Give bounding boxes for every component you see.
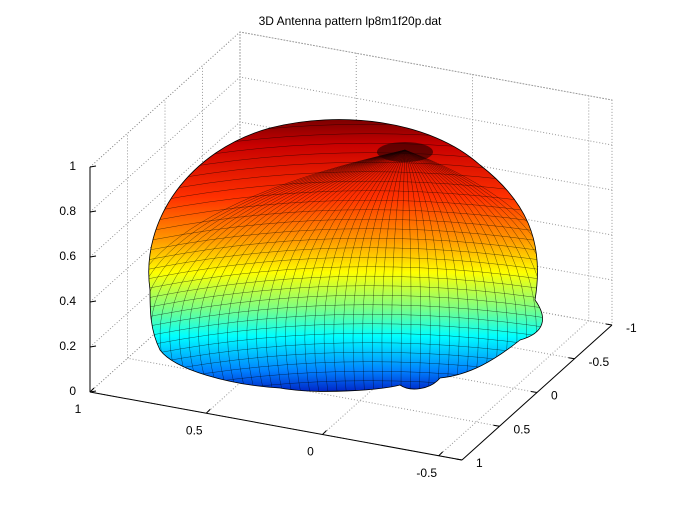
mesh-line <box>391 149 406 392</box>
mesh-line <box>179 149 406 392</box>
y-tick-label: -1 <box>626 321 637 335</box>
mesh-line <box>404 149 479 392</box>
mesh-line <box>275 149 406 392</box>
mesh-line <box>323 149 406 392</box>
mesh-line <box>208 149 406 392</box>
z-tick-label: 0.8 <box>59 204 76 218</box>
mesh-line <box>148 190 543 217</box>
x-axis <box>89 391 463 461</box>
x-tick-label: 0 <box>307 445 314 459</box>
mesh-line <box>148 285 543 312</box>
mesh-line <box>256 149 406 392</box>
mesh-line <box>404 149 460 392</box>
y-tick-label: 0.5 <box>514 422 531 436</box>
mesh-line <box>400 149 406 392</box>
mesh-line <box>362 149 406 392</box>
y-tick-label: 0 <box>551 389 558 403</box>
mesh-line <box>343 149 406 392</box>
mesh-line <box>404 149 470 392</box>
mesh-line <box>404 149 412 392</box>
mesh-line <box>333 149 406 392</box>
mesh-line <box>404 149 450 392</box>
mesh-line <box>148 304 543 331</box>
mesh-line <box>404 149 441 392</box>
mesh-line <box>148 237 543 264</box>
z-tick <box>89 345 97 348</box>
x-tick-label: -0.5 <box>416 466 437 480</box>
y-tick <box>455 458 463 461</box>
mesh-line <box>227 149 406 392</box>
mesh-line <box>404 149 543 392</box>
mesh-line <box>148 389 543 392</box>
mesh-line <box>265 149 406 392</box>
mesh-line <box>217 149 406 392</box>
mesh-line <box>148 180 543 207</box>
mesh-line <box>148 218 543 245</box>
mesh-line <box>148 149 406 392</box>
z-tick-label: 0 <box>69 384 76 398</box>
mesh-line <box>148 149 406 392</box>
x-tick-label: 0.5 <box>186 423 203 437</box>
mesh-line <box>404 149 543 392</box>
mesh-line <box>352 149 406 392</box>
z-tick <box>89 255 97 258</box>
mesh-line <box>237 149 406 392</box>
y-tick-label: -0.5 <box>589 355 610 369</box>
mesh-line <box>148 275 543 302</box>
mesh-line <box>198 149 406 392</box>
mesh-line <box>148 149 406 392</box>
mesh-line <box>404 149 421 392</box>
z-tick <box>89 300 97 303</box>
mesh-line <box>148 323 543 350</box>
chart-title: 3D Antenna pattern lp8m1f20p.dat <box>259 14 442 28</box>
surface-outline <box>148 119 543 392</box>
mesh-line <box>246 149 406 392</box>
x-tick <box>205 408 211 414</box>
y-tick <box>493 424 500 427</box>
axes: 0 0.2 0.4 0.6 0.8 1 1 0.5 0 -0.5 1 0.5 0 -0.5 -1 <box>59 159 637 480</box>
mesh-line <box>148 247 543 274</box>
mesh-line <box>372 149 406 392</box>
y-tick <box>605 323 613 326</box>
z-tick <box>89 390 97 393</box>
mesh-line <box>285 149 406 392</box>
mesh-line <box>148 266 543 293</box>
x-tick <box>322 430 327 435</box>
x-tick <box>438 451 444 457</box>
mesh-line <box>148 313 543 340</box>
mesh-line <box>404 149 543 392</box>
mesh-line <box>404 149 431 392</box>
surface <box>148 119 543 392</box>
mesh-line <box>148 342 543 369</box>
mesh-line <box>294 149 406 392</box>
z-tick-label: 0.4 <box>59 294 76 308</box>
z-tick-label: 1 <box>69 159 76 173</box>
y-tick <box>530 391 538 393</box>
mesh-line <box>169 149 406 392</box>
y-tick-label: 1 <box>476 456 483 470</box>
mesh-line <box>148 209 543 236</box>
mesh-line <box>148 294 543 321</box>
y-tick <box>568 357 575 360</box>
mesh-line <box>148 332 543 359</box>
mesh-line <box>304 149 406 392</box>
grid-line <box>438 95 590 457</box>
mesh-line <box>381 149 406 392</box>
z-tick-label: 0.6 <box>59 249 76 263</box>
mesh-line <box>314 149 406 392</box>
x-tick <box>89 387 95 393</box>
surface-pole <box>377 142 433 162</box>
mesh-line <box>404 149 543 392</box>
mesh-line <box>188 149 406 392</box>
z-tick <box>89 165 97 168</box>
z-tick-label: 0.2 <box>59 339 76 353</box>
z-tick <box>89 210 97 213</box>
mesh-line <box>404 149 489 392</box>
grid-line <box>127 133 500 427</box>
x-tick-label: 1 <box>75 402 82 416</box>
